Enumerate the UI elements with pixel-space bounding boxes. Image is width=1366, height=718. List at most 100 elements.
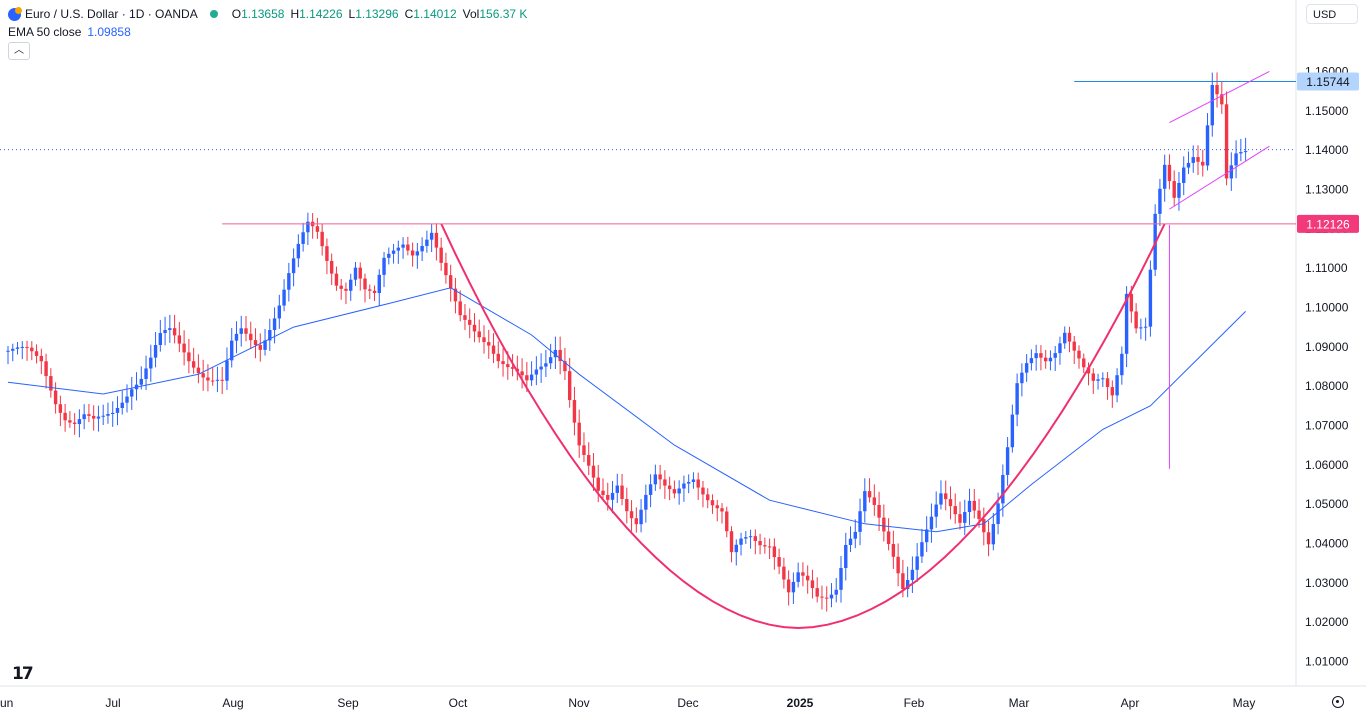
price-axis[interactable]: 1.160001.150001.140001.130001.120001.110… xyxy=(1305,64,1349,668)
candle xyxy=(206,364,210,392)
time-tick-label: Oct xyxy=(449,696,468,710)
candle xyxy=(958,501,962,530)
candle xyxy=(1086,362,1091,386)
tradingview-logo[interactable]: 17 xyxy=(12,664,34,684)
time-tick-label: Apr xyxy=(1121,696,1140,710)
candle xyxy=(534,356,539,386)
candle xyxy=(729,526,734,563)
candle xyxy=(1182,156,1186,196)
candle xyxy=(363,273,367,303)
candle xyxy=(144,355,148,391)
candle xyxy=(20,341,24,360)
candle xyxy=(101,404,105,426)
legend-symbol-row[interactable]: Euro / U.S. Dollar · 1D · OANDA O 1.13658… xyxy=(8,5,527,23)
candle xyxy=(682,475,686,502)
legend-symbol[interactable]: Euro / U.S. Dollar · 1D · OANDA xyxy=(25,7,198,21)
candle xyxy=(58,395,63,427)
candle xyxy=(448,264,453,302)
eurusd-flag-icon xyxy=(8,6,22,21)
candle xyxy=(1134,303,1138,334)
candle xyxy=(453,277,458,314)
candle xyxy=(191,347,196,374)
currency-selector[interactable]: USD xyxy=(1306,4,1358,24)
candle xyxy=(782,557,786,589)
gear-icon[interactable] xyxy=(1332,696,1344,708)
candle xyxy=(315,217,320,239)
candle xyxy=(225,347,229,391)
candle xyxy=(1029,349,1034,371)
candle xyxy=(867,478,872,503)
candle xyxy=(325,238,329,275)
candle xyxy=(1110,380,1115,408)
candle xyxy=(1120,346,1124,385)
collapse-legend-button[interactable]: ︿ xyxy=(8,42,30,60)
candle xyxy=(753,529,758,555)
candle xyxy=(924,516,929,553)
candle xyxy=(639,499,643,533)
candle xyxy=(658,464,662,490)
candle xyxy=(1143,317,1148,341)
candle xyxy=(139,366,143,390)
candle xyxy=(96,405,101,432)
candle xyxy=(963,499,967,536)
candle xyxy=(1177,172,1181,211)
candle xyxy=(1205,113,1210,171)
candle xyxy=(967,488,972,525)
time-tick-label: Dec xyxy=(677,696,698,710)
candle xyxy=(791,572,796,605)
candle xyxy=(177,322,182,353)
drawings xyxy=(0,71,1296,630)
candle xyxy=(387,247,391,265)
candle xyxy=(558,336,562,375)
candle xyxy=(272,307,277,344)
candle xyxy=(948,486,953,520)
candle xyxy=(406,236,410,256)
candle xyxy=(834,578,838,603)
candle xyxy=(429,223,434,252)
time-tick-label: 2025 xyxy=(787,696,814,710)
ema-label[interactable]: EMA 50 close xyxy=(8,25,82,39)
candle xyxy=(234,321,239,354)
close-label: C xyxy=(404,7,414,21)
candle xyxy=(210,367,215,386)
candle xyxy=(815,577,819,603)
candle xyxy=(934,491,938,528)
svg-text:1.12126: 1.12126 xyxy=(1306,217,1350,231)
candle xyxy=(25,340,29,361)
time-tick-label: Jul xyxy=(105,696,120,710)
candle xyxy=(306,212,310,245)
candle xyxy=(801,562,805,587)
candle xyxy=(487,329,491,359)
candle xyxy=(91,405,96,431)
price-tick-label: 1.10000 xyxy=(1305,300,1349,314)
price-tick-label: 1.09000 xyxy=(1305,340,1349,354)
candle xyxy=(1072,335,1076,365)
legend-ema-row[interactable]: EMA 50 close 1.09858 xyxy=(8,23,527,41)
candle xyxy=(796,562,800,588)
price-labels: 1.15744 1.12126 xyxy=(1297,72,1359,233)
candle xyxy=(529,361,534,386)
price-tick-label: 1.03000 xyxy=(1305,576,1349,590)
candle xyxy=(891,530,896,569)
candle xyxy=(1105,371,1110,400)
candle xyxy=(1196,145,1200,176)
candle xyxy=(496,341,500,369)
candle xyxy=(910,556,915,593)
candle xyxy=(39,348,44,374)
close-value: 1.14012 xyxy=(413,7,457,21)
candle xyxy=(520,358,524,389)
candle xyxy=(1053,346,1057,371)
candle xyxy=(1034,344,1038,371)
candle xyxy=(287,262,291,302)
time-axis[interactable]: un Jul Aug Sep Oct Nov Dec 2025 Feb Mar Apr May xyxy=(0,696,1255,710)
candle xyxy=(439,237,443,271)
candle xyxy=(1020,363,1024,397)
candle xyxy=(158,319,163,352)
candle xyxy=(1067,326,1072,353)
candle xyxy=(44,353,48,389)
candle xyxy=(111,401,115,427)
candle xyxy=(1191,145,1195,173)
candle xyxy=(644,484,648,523)
candle xyxy=(482,325,486,354)
